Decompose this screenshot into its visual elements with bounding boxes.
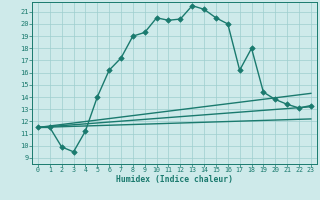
X-axis label: Humidex (Indice chaleur): Humidex (Indice chaleur) — [116, 175, 233, 184]
